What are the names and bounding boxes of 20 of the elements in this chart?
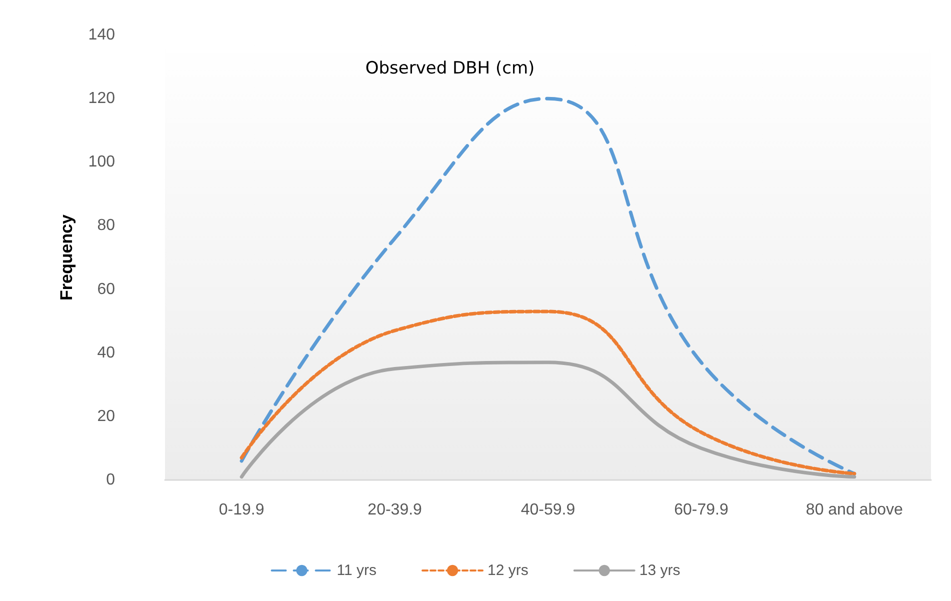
x-tick-label: 40-59.9: [520, 502, 576, 518]
legend-label: 12 yrs: [488, 562, 528, 579]
y-tick-label: 100: [88, 154, 116, 171]
y-tick-label: 40: [97, 344, 116, 362]
x-tick-label: 0-19.9: [218, 502, 264, 518]
x-tick-label: 20-39.9: [368, 502, 422, 518]
legend-label: 13 yrs: [639, 562, 680, 579]
line-series: [240, 360, 856, 479]
line-series: [240, 310, 856, 476]
text: Observed DBH (cm): [365, 58, 535, 78]
x-tick-label: 60-79.9: [674, 502, 728, 518]
y-tick-label: 80: [97, 217, 116, 234]
y-tick-label: 20: [97, 408, 116, 425]
y-tick-label: 140: [88, 26, 116, 44]
y-tick-label: 120: [88, 90, 116, 108]
y-axis-title: Frequency: [57, 214, 76, 300]
x-tick-label: 80 and above: [806, 502, 903, 518]
legend-label: 11 yrs: [336, 562, 377, 579]
y-tick-label: 60: [97, 280, 116, 298]
y-tick-label: 0: [106, 472, 116, 488]
